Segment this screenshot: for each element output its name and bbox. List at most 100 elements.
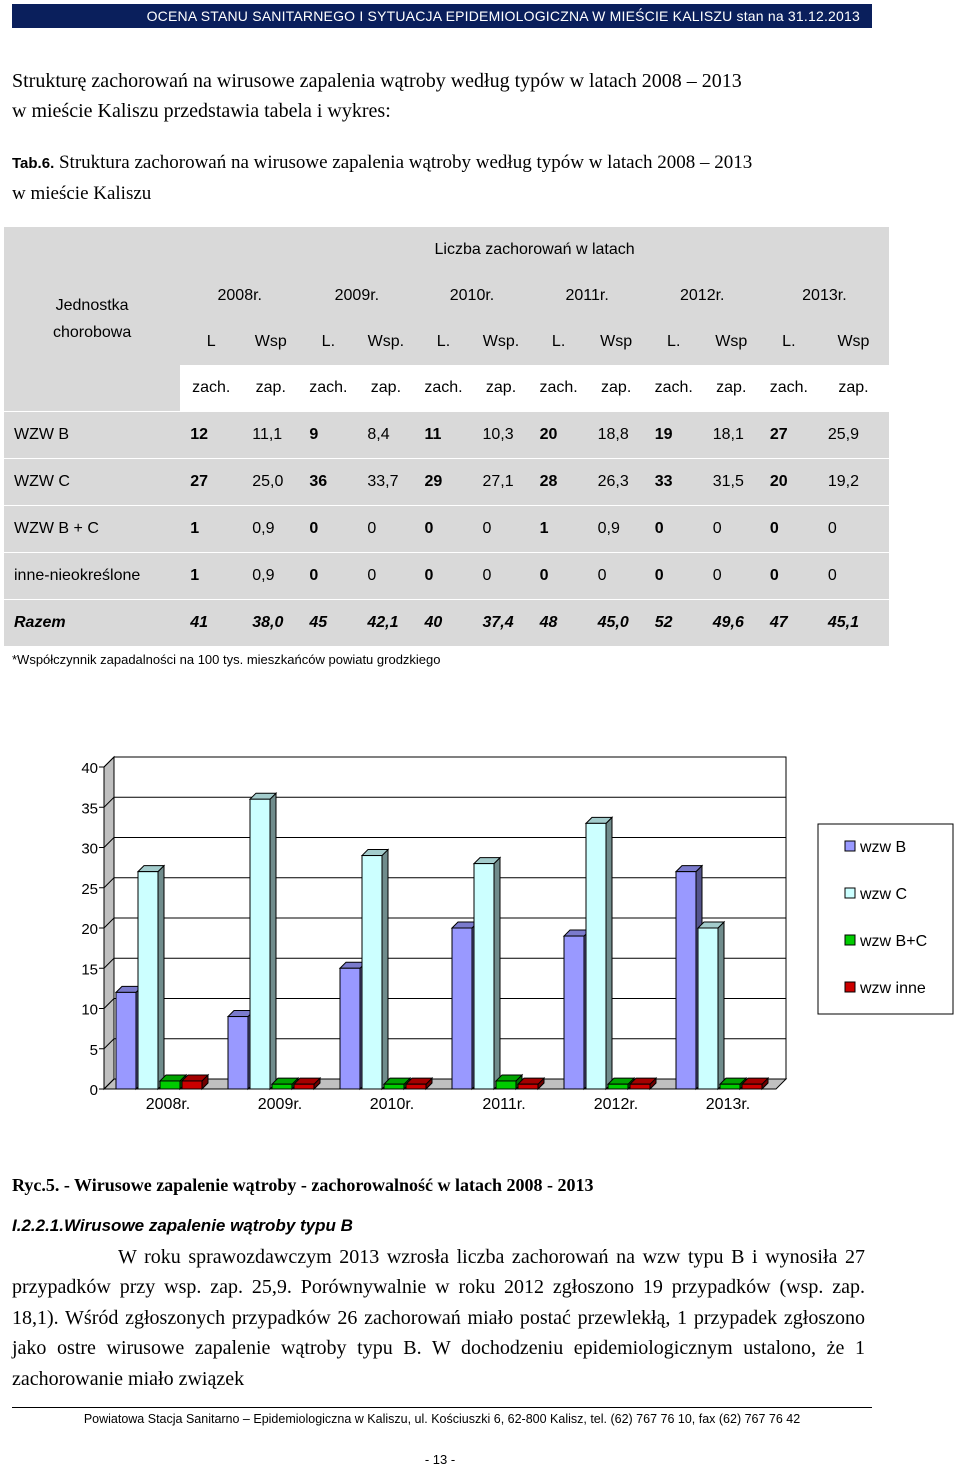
bar (741, 1083, 763, 1090)
cell-rate: 37,4 (472, 599, 530, 646)
bar (361, 855, 383, 1090)
figure-caption: Ryc.5. - Wirusowe zapalenie wątroby - za… (12, 1175, 594, 1195)
bar (563, 935, 585, 1090)
cell-rate: 0 (817, 552, 889, 600)
subheader-top: Wsp. (482, 333, 520, 350)
x-tick-label: 2012r. (594, 1096, 638, 1113)
intro-text: Strukturę zachorowań na wirusowe zapalen… (12, 66, 872, 126)
y-tick-label: 35 (81, 800, 98, 817)
cell-cases: 0 (299, 505, 358, 553)
y-tick-label: 25 (81, 881, 98, 898)
subheader-bottom: zach. (539, 379, 578, 396)
cell-cases: 0 (759, 505, 818, 553)
row-label: inne-nieokreślone (4, 552, 181, 600)
cell-cases: 1 (180, 505, 243, 553)
cell-cases: 36 (299, 458, 358, 506)
cell-cases: 45 (299, 599, 358, 646)
bar (607, 1083, 629, 1090)
cell-cases: 40 (414, 599, 473, 646)
subheader-bottom: zap. (485, 379, 517, 396)
year-header: 2013r. (802, 287, 847, 304)
cell-rate: 0 (472, 505, 530, 553)
bar-side (157, 864, 165, 1091)
cell-rate: 0,9 (242, 552, 300, 600)
cell-rate: 0,9 (242, 505, 300, 553)
year-header: 2012r. (680, 287, 725, 304)
subheader-bottom: zach. (192, 379, 231, 396)
page-header: OCENA STANU SANITARNEGO I SYTUACJA EPIDE… (12, 4, 872, 28)
cell-cases: 1 (180, 552, 243, 600)
bar (495, 1080, 517, 1090)
bar-side (269, 791, 277, 1091)
subheader-top: L (206, 333, 216, 350)
page-footer: Powiatowa Stacja Sanitarno – Epidemiolog… (83, 1412, 801, 1426)
cell-cases: 1 (529, 505, 588, 553)
x-tick-label: 2013r. (706, 1096, 750, 1113)
cell-rate: 19,2 (817, 458, 889, 506)
year-header: 2009r. (334, 287, 380, 304)
subheader-top: L. (321, 333, 336, 350)
cell-rate: 10,3 (472, 411, 530, 459)
group-header: Liczba zachorowań w latach (434, 241, 635, 258)
intro-line-1: Strukturę zachorowań na wirusowe zapalen… (12, 70, 742, 92)
legend-label: wzw B+C (859, 933, 927, 950)
bar (405, 1083, 427, 1090)
bar (451, 927, 473, 1090)
table-row: Razem 41 38,0 45 42,1 40 37,4 48 45,0 52 49,6 47 45,… (4, 599, 889, 646)
gridline (103, 957, 786, 969)
cell-cases: 52 (644, 599, 703, 646)
subheader-top: L. (667, 333, 681, 350)
bar (137, 871, 159, 1090)
legend-swatch (844, 934, 856, 946)
table-caption-label: Tab.6. (12, 155, 55, 172)
cell-rate: 0 (587, 552, 645, 600)
table-row: WZW B 12 11,1 9 8,4 11 10,3 20 18,8 19 18,1 27 25,9 (4, 411, 889, 459)
cell-cases: 0 (414, 505, 473, 553)
cell-rate: 0 (817, 505, 889, 553)
x-tick-label: 2009r. (258, 1096, 302, 1113)
legend-swatch (844, 887, 856, 899)
table-caption-line-2: w mieście Kaliszu (12, 183, 152, 204)
cell-cases: 20 (529, 411, 588, 459)
unit-header: Jednostka chorobowa (52, 297, 132, 341)
y-tick-label: 10 (81, 1002, 98, 1019)
cell-cases: 28 (529, 458, 588, 506)
cell-cases: 29 (414, 458, 473, 506)
cell-rate: 25,9 (817, 411, 889, 459)
subheader-top: Wsp (254, 333, 287, 350)
cell-rate: 45,0 (587, 599, 645, 646)
unit-header-cell: Jednostka chorobowa (4, 227, 180, 412)
y-tick-label: 15 (81, 961, 98, 978)
cell-rate: 18,1 (702, 411, 760, 459)
subheader-bottom: zap. (838, 379, 869, 396)
subheader-top: L. (782, 333, 796, 350)
y-tick-label: 30 (81, 841, 98, 858)
bar (473, 863, 495, 1090)
cell-rate: 42,1 (357, 599, 415, 646)
row-label: WZW B (4, 411, 181, 459)
row-label: WZW B + C (4, 505, 181, 553)
cell-cases: 41 (180, 599, 243, 646)
cell-rate: 45,1 (817, 599, 889, 646)
row-label: WZW C (4, 458, 181, 506)
bar (629, 1083, 651, 1090)
cell-cases: 20 (759, 458, 818, 506)
cell-rate: 18,8 (587, 411, 645, 459)
bar (271, 1083, 293, 1090)
table-caption: Tab.6. Struktura zachorowań na wirusowe … (12, 148, 872, 209)
cell-cases: 33 (644, 458, 703, 506)
gridline (103, 1038, 786, 1050)
legend-swatch (844, 840, 856, 852)
table-row: WZW C 27 25,0 36 33,7 29 27,1 28 26,3 33 31,5 20 19,… (4, 458, 889, 506)
subheader-bottom: zap. (255, 379, 286, 396)
legend-swatch (844, 981, 856, 993)
cell-rate: 33,7 (357, 458, 415, 506)
cell-rate: 0 (472, 552, 530, 600)
cell-rate: 25,0 (242, 458, 300, 506)
cell-cases: 12 (180, 411, 243, 459)
subheader-bottom: zach. (309, 379, 348, 396)
y-tick-label: 20 (81, 921, 98, 938)
subheader-bottom: zap. (716, 379, 747, 396)
bar-side (605, 816, 613, 1091)
cell-cases: 27 (180, 458, 243, 506)
